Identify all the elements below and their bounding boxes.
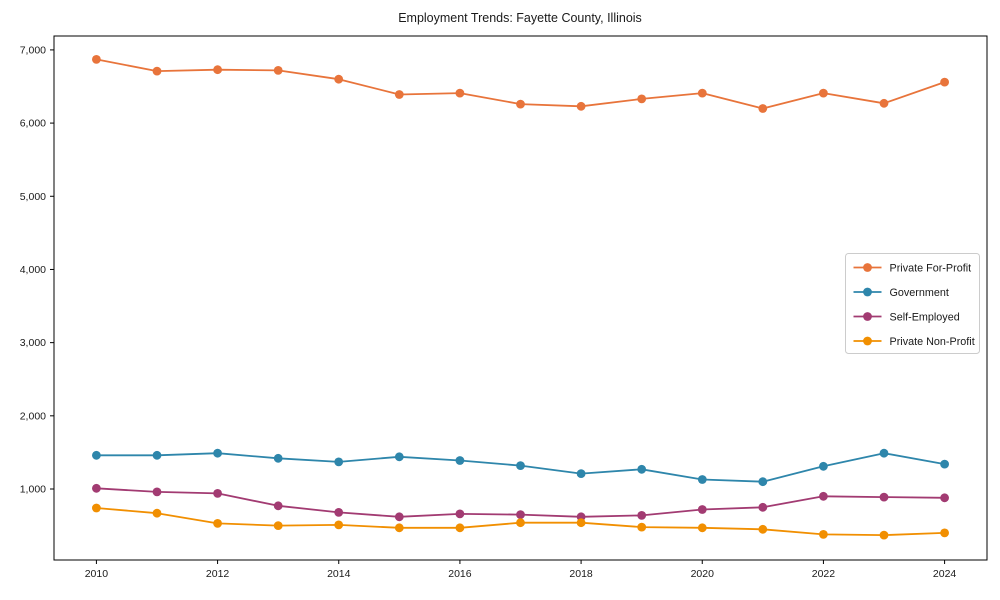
- y-axis-tick-label: 5,000: [20, 191, 46, 203]
- series-self-employed: [92, 483, 949, 522]
- y-axis-tick-label: 7,000: [20, 44, 46, 56]
- data-point-government: [576, 469, 586, 478]
- legend-item-private-non-profit: Private Non-Profit: [853, 336, 975, 348]
- y-axis-tick-label: 1,000: [20, 484, 46, 496]
- legend-label-private-for-profit: Private For-Profit: [890, 262, 972, 274]
- legend-marker-dot-private-non-profit: [863, 336, 872, 346]
- data-point-private-non-profit: [92, 503, 101, 513]
- data-point-self-employed: [455, 509, 465, 519]
- data-point-self-employed: [758, 502, 768, 512]
- data-point-private-non-profit: [576, 518, 586, 528]
- data-point-government: [516, 461, 525, 470]
- data-point-self-employed: [697, 505, 707, 514]
- x-axis-tick-label: 2012: [206, 568, 230, 580]
- legend-marker-dot-government: [863, 287, 872, 297]
- data-point-private-non-profit: [273, 521, 283, 530]
- data-point-government: [394, 452, 404, 462]
- legend-label-government: Government: [890, 287, 949, 299]
- data-point-government: [637, 464, 647, 474]
- data-point-government: [879, 448, 889, 458]
- data-point-government: [940, 459, 949, 469]
- data-point-self-employed: [819, 491, 828, 501]
- legend-marker-dot-private-for-profit: [863, 263, 872, 272]
- data-point-private-non-profit: [516, 518, 525, 528]
- data-point-private-for-profit: [394, 90, 404, 99]
- legend: Private For-Profit Government Self-Employe…: [845, 253, 980, 354]
- legend-marker-dot-self-employed: [863, 312, 872, 321]
- data-point-private-for-profit: [576, 101, 586, 111]
- plot-frame: [53, 35, 988, 561]
- data-point-government: [697, 475, 707, 484]
- data-point-government: [213, 448, 223, 458]
- x-axis: 2010 2012 2014 2016 2018 2020 2022 2024: [85, 560, 957, 580]
- data-point-private-for-profit: [455, 88, 465, 98]
- data-point-self-employed: [334, 508, 344, 517]
- data-point-government: [819, 461, 828, 471]
- data-point-private-non-profit: [334, 520, 344, 530]
- data-point-government: [152, 450, 162, 460]
- data-point-self-employed: [516, 510, 525, 519]
- series-private-non-profit: [92, 503, 949, 540]
- x-axis-tick-label: 2010: [85, 568, 109, 580]
- x-axis-tick-label: 2016: [448, 568, 472, 580]
- data-point-government: [455, 456, 465, 465]
- data-point-private-non-profit: [940, 528, 949, 538]
- legend-label-private-non-profit: Private Non-Profit: [890, 336, 975, 348]
- x-axis-tick-label: 2014: [327, 568, 351, 580]
- y-axis: 1,000 2,000 3,000 4,000 5,000 6,000 7,000: [20, 44, 54, 496]
- data-point-self-employed: [940, 493, 949, 503]
- data-point-self-employed: [273, 501, 283, 511]
- data-point-private-non-profit: [697, 523, 707, 533]
- data-point-private-for-profit: [819, 88, 828, 98]
- chart-title: Employment Trends: Fayette County, Illin…: [398, 11, 642, 25]
- data-point-private-for-profit: [758, 104, 768, 113]
- x-axis-tick-label: 2022: [812, 568, 836, 580]
- data-point-private-for-profit: [879, 98, 889, 108]
- data-point-private-non-profit: [152, 508, 162, 518]
- data-point-private-non-profit: [213, 519, 223, 528]
- x-axis-tick-label: 2020: [691, 568, 715, 580]
- data-point-private-for-profit: [334, 74, 344, 84]
- legend-item-self-employed: Self-Employed: [853, 311, 960, 323]
- data-point-private-non-profit: [879, 530, 889, 540]
- series-government: [92, 448, 949, 487]
- data-point-self-employed: [92, 483, 101, 493]
- y-axis-tick-label: 4,000: [20, 264, 46, 276]
- series-private-for-profit: [92, 55, 949, 113]
- data-point-private-for-profit: [213, 65, 223, 75]
- data-point-private-non-profit: [455, 523, 465, 533]
- data-point-private-non-profit: [394, 523, 404, 533]
- legend-box: [845, 253, 980, 354]
- data-point-self-employed: [637, 511, 647, 520]
- data-point-private-for-profit: [637, 94, 647, 104]
- y-axis-tick-label: 6,000: [20, 118, 46, 130]
- data-point-government: [758, 477, 768, 487]
- legend-item-private-for-profit: Private For-Profit: [853, 262, 972, 274]
- data-point-private-for-profit: [940, 77, 949, 87]
- data-point-self-employed: [152, 487, 162, 497]
- legend-label-self-employed: Self-Employed: [890, 311, 960, 323]
- y-axis-tick-label: 3,000: [20, 337, 46, 349]
- data-point-self-employed: [394, 512, 404, 522]
- data-point-government: [273, 453, 283, 463]
- data-point-private-non-profit: [637, 522, 647, 532]
- data-point-government: [92, 450, 101, 460]
- x-axis-tick-label: 2024: [933, 568, 957, 580]
- data-point-private-for-profit: [92, 55, 101, 64]
- y-axis-tick-label: 2,000: [20, 410, 46, 422]
- data-point-private-non-profit: [819, 530, 828, 539]
- data-point-private-for-profit: [516, 99, 525, 109]
- data-point-self-employed: [879, 492, 889, 502]
- data-point-private-non-profit: [758, 524, 768, 534]
- data-point-private-for-profit: [152, 66, 162, 76]
- data-point-private-for-profit: [697, 88, 707, 98]
- x-axis-tick-label: 2018: [569, 568, 593, 580]
- data-point-government: [334, 457, 344, 467]
- data-point-self-employed: [213, 489, 223, 498]
- data-point-private-for-profit: [273, 66, 283, 75]
- legend-item-government: Government: [853, 287, 949, 299]
